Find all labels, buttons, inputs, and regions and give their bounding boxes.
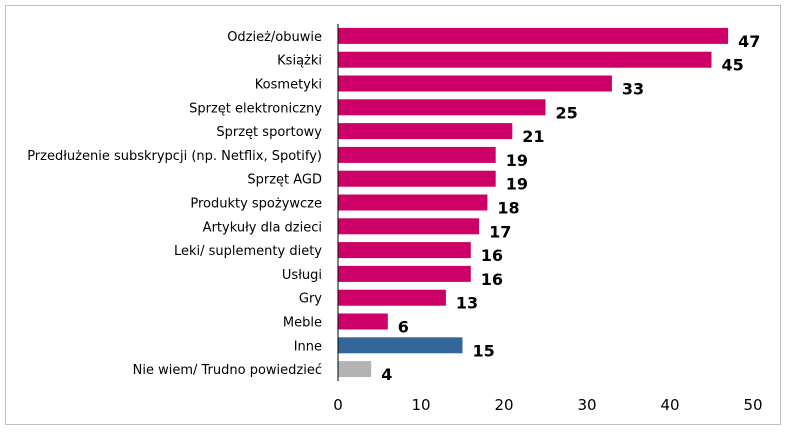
value-label-7: 18	[497, 199, 519, 218]
x-tick-label-2: 20	[494, 396, 513, 414]
value-label-10: 16	[481, 270, 503, 289]
category-label-5: Przedłużenie subskrypcji (np. Netflix, S…	[27, 149, 322, 164]
value-label-9: 16	[481, 246, 503, 265]
bar-0	[338, 27, 729, 44]
bar-5	[338, 146, 496, 163]
bar-13	[338, 337, 463, 354]
value-label-14: 4	[381, 365, 392, 384]
category-label-6: Sprzęt AGD	[247, 173, 322, 188]
value-label-5: 19	[506, 151, 528, 170]
bar-11	[338, 289, 446, 306]
category-label-14: Nie wiem/ Trudno powiedzieć	[133, 363, 322, 378]
x-tick-label-0: 0	[333, 396, 343, 414]
category-label-4: Sprzęt sportowy	[216, 125, 322, 140]
category-label-12: Meble	[283, 316, 322, 331]
category-label-1: Książki	[277, 54, 322, 69]
x-tick-label-1: 10	[411, 396, 430, 414]
bar-1	[338, 51, 712, 68]
bar-4	[338, 123, 513, 140]
value-label-6: 19	[506, 175, 528, 194]
x-tick-labels-group: 0 10 20 30 40 50	[333, 396, 762, 414]
category-label-11: Gry	[299, 292, 322, 307]
category-label-10: Usługi	[282, 268, 322, 283]
bar-8	[338, 218, 480, 235]
category-label-0: Odzież/obuwie	[227, 30, 322, 45]
category-labels-group: Odzież/obuwie Książki Kosmetyki Sprzęt elek…	[27, 30, 322, 378]
category-label-7: Produkty spożywcze	[190, 197, 322, 212]
bar-7	[338, 194, 488, 211]
value-label-8: 17	[489, 222, 511, 241]
chart-frame	[5, 5, 781, 425]
category-label-9: Leki/ suplementy diety	[174, 244, 322, 259]
bars-group	[338, 27, 729, 378]
category-label-2: Kosmetyki	[255, 78, 322, 93]
bar-14	[338, 361, 372, 378]
x-tick-label-5: 50	[743, 396, 762, 414]
category-label-8: Artykuły dla dzieci	[203, 220, 322, 235]
value-label-3: 25	[556, 103, 578, 122]
category-label-13: Inne	[294, 339, 322, 354]
x-tick-label-4: 40	[660, 396, 679, 414]
category-label-3: Sprzęt elektroniczny	[189, 101, 322, 116]
value-label-13: 15	[473, 341, 495, 360]
value-label-4: 21	[522, 127, 544, 146]
bar-9	[338, 242, 471, 259]
value-label-1: 45	[722, 56, 744, 75]
bar-2	[338, 75, 612, 92]
bar-10	[338, 265, 471, 282]
value-label-0: 47	[738, 32, 760, 51]
bar-3	[338, 99, 546, 116]
value-label-2: 33	[622, 80, 644, 99]
bar-6	[338, 170, 496, 187]
x-tick-label-3: 30	[577, 396, 596, 414]
value-label-11: 13	[456, 294, 478, 313]
bar-12	[338, 313, 388, 330]
value-label-12: 6	[398, 318, 409, 337]
